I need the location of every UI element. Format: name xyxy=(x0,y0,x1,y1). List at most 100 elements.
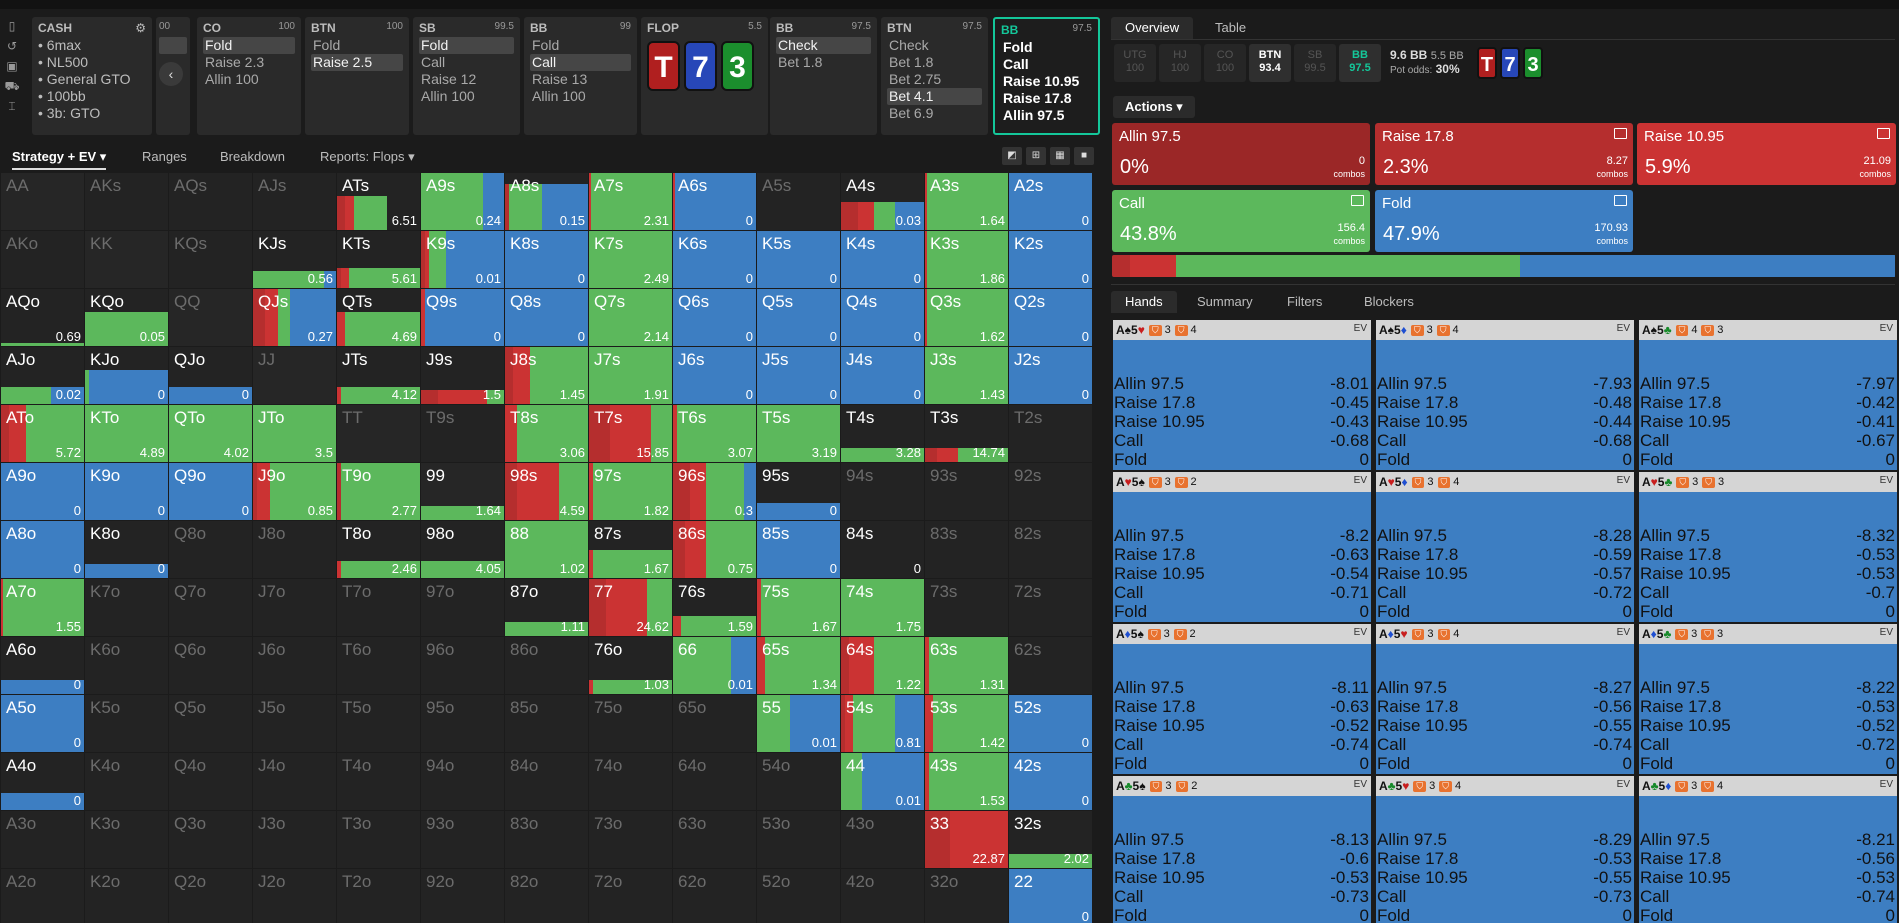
grid-cell[interactable]: A9o 0 xyxy=(1,463,84,520)
action-item[interactable]: Bet 2.75 xyxy=(889,71,942,87)
action-item[interactable]: Raise 2.3 xyxy=(205,54,265,70)
grid-cell[interactable]: Q4s 0 xyxy=(841,289,924,346)
action-item[interactable]: Call xyxy=(1003,56,1029,72)
action-item[interactable]: Raise 2.5 xyxy=(311,54,403,71)
grid-cell[interactable]: A2o xyxy=(1,869,84,923)
grid-cell[interactable]: 85s 0 xyxy=(757,521,840,578)
grid-cell[interactable]: KJo 0 xyxy=(85,347,168,404)
grid-cell[interactable]: J7s 1.91 xyxy=(589,347,672,404)
action-item[interactable]: Bet 4.1 xyxy=(887,88,982,105)
grid-cell[interactable]: 54s 0.81 xyxy=(841,695,924,752)
grid-cell[interactable]: 96o xyxy=(421,637,504,694)
grid-cell[interactable]: J3s 1.43 xyxy=(925,347,1008,404)
grid-cell[interactable]: K8o 0 xyxy=(85,521,168,578)
hand-detail-card[interactable]: A♥5♠ ⛉ 3 ⛉ 2 EV Allin 97.5 -8.2 Raise 17.8 -0.63 R… xyxy=(1113,472,1371,622)
street-action-card[interactable]: BB 99 Fold Call Raise 13 Allin 100 xyxy=(524,17,637,135)
grid-cell[interactable]: 87o 1.11 xyxy=(505,579,588,636)
grid-cell[interactable]: A7s 2.31 xyxy=(589,173,672,230)
grid-cell[interactable]: K4s 0 xyxy=(841,231,924,288)
grid-cell[interactable]: K5s 0 xyxy=(757,231,840,288)
grid-cell[interactable]: 72o xyxy=(589,869,672,923)
street-action-card[interactable]: BB 97.5 Check Bet 1.8 xyxy=(770,17,877,135)
view-mode-button[interactable]: ◩ xyxy=(1002,147,1022,165)
grid-cell[interactable]: Q5s 0 xyxy=(757,289,840,346)
grid-cell[interactable]: 43o xyxy=(841,811,924,868)
grid-cell[interactable]: 32o xyxy=(925,869,1008,923)
tab-reports-flops[interactable]: Reports: Flops ▾ xyxy=(320,149,415,164)
action-item[interactable]: Call xyxy=(421,54,446,70)
grid-cell[interactable]: Q4o xyxy=(169,753,252,810)
grid-cell[interactable]: T9s xyxy=(421,405,504,462)
grid-cell[interactable]: 72s xyxy=(1009,579,1092,636)
grid-cell[interactable]: A9s 0.24 xyxy=(421,173,504,230)
grid-cell[interactable]: QQ xyxy=(169,289,252,346)
grid-cell[interactable]: Q7s 2.14 xyxy=(589,289,672,346)
street-action-card[interactable]: BTN 100 Fold Raise 2.5 xyxy=(305,17,409,135)
grid-cell[interactable]: 92s xyxy=(1009,463,1092,520)
action-item[interactable]: Allin 100 xyxy=(421,88,475,104)
grid-cell[interactable]: J9o 0.85 xyxy=(253,463,336,520)
grid-cell[interactable]: A8s 0.15 xyxy=(505,173,588,230)
action-item[interactable]: Bet 6.9 xyxy=(889,105,934,121)
grid-cell[interactable]: T5s 3.19 xyxy=(757,405,840,462)
hand-detail-card[interactable]: A♠5♥ ⛉ 3 ⛉ 4 EV Allin 97.5 -8.01 Raise 17.8 -0.45… xyxy=(1113,320,1371,470)
action-item[interactable]: Check xyxy=(889,37,929,53)
grid-cell[interactable]: K9o 0 xyxy=(85,463,168,520)
cash-game-card[interactable]: CASH ⚙ • 6max • NL500 • General GTO • 100… xyxy=(32,17,152,135)
grid-cell[interactable]: 22 0 xyxy=(1009,869,1092,923)
grid-cell[interactable]: T6o xyxy=(337,637,420,694)
grid-cell[interactable]: KJs 0.56 xyxy=(253,231,336,288)
grid-cell[interactable]: J6o xyxy=(253,637,336,694)
action-item[interactable]: Fold xyxy=(313,37,341,53)
tab-breakdown[interactable]: Breakdown xyxy=(220,149,286,164)
grid-cell[interactable]: J2s 0 xyxy=(1009,347,1092,404)
car-icon[interactable]: ⛟ xyxy=(4,79,20,93)
grid-cell[interactable]: 97s 1.82 xyxy=(589,463,672,520)
grid-cell[interactable]: QJs 0.27 xyxy=(253,289,336,346)
action-box-fold[interactable]: Fold 47.9% 170.93 combos xyxy=(1375,190,1633,252)
grid-cell[interactable]: 88 1.02 xyxy=(505,521,588,578)
grid-cell[interactable]: K6s 0 xyxy=(673,231,756,288)
grid-cell[interactable]: A4o 0 xyxy=(1,753,84,810)
action-item[interactable]: Raise 10.95 xyxy=(1003,73,1080,89)
hand-detail-card[interactable]: A♠5♣ ⛉ 4 ⛉ 3 EV Allin 97.5 -7.97 Raise 17.8 -0.42… xyxy=(1639,320,1897,470)
grid-cell[interactable]: AA xyxy=(1,173,84,230)
grid-cell[interactable]: 95s 0 xyxy=(757,463,840,520)
grid-cell[interactable]: J9s 1.5 xyxy=(421,347,504,404)
notes-icon[interactable] xyxy=(1877,128,1890,139)
tab-ranges[interactable]: Ranges xyxy=(142,149,187,164)
grid-cell[interactable]: T7s 15.85 xyxy=(589,405,672,462)
grid-cell[interactable]: 82s xyxy=(1009,521,1092,578)
grid-cell[interactable]: T7o xyxy=(337,579,420,636)
grid-cell[interactable]: 66 0.01 xyxy=(673,637,756,694)
grid-cell[interactable]: 85o xyxy=(505,695,588,752)
grid-cell[interactable]: QTo 4.02 xyxy=(169,405,252,462)
action-item[interactable]: Fold xyxy=(532,37,560,53)
tab-filters[interactable]: Filters xyxy=(1287,294,1323,309)
grid-cell[interactable]: 43s 1.53 xyxy=(925,753,1008,810)
view-mode-button[interactable]: ▦ xyxy=(1050,147,1070,165)
grid-cell[interactable]: T4s 3.28 xyxy=(841,405,924,462)
grid-cell[interactable]: 73s xyxy=(925,579,1008,636)
grid-cell[interactable]: A5s xyxy=(757,173,840,230)
grid-cell[interactable]: T3o xyxy=(337,811,420,868)
grid-cell[interactable]: Q8s 0 xyxy=(505,289,588,346)
grid-cell[interactable]: T2o xyxy=(337,869,420,923)
grid-cell[interactable]: K3s 1.86 xyxy=(925,231,1008,288)
grid-cell[interactable]: 73o xyxy=(589,811,672,868)
grid-cell[interactable]: 42o xyxy=(841,869,924,923)
grid-cell[interactable]: J5o xyxy=(253,695,336,752)
grid-cell[interactable]: K4o xyxy=(85,753,168,810)
grid-cell[interactable]: ATs 6.51 xyxy=(337,173,420,230)
grid-cell[interactable]: A7o 1.55 xyxy=(1,579,84,636)
grid-cell[interactable]: A3s 1.64 xyxy=(925,173,1008,230)
grid-cell[interactable]: T5o xyxy=(337,695,420,752)
tab-strategy-ev[interactable]: Strategy + EV ▾ xyxy=(12,146,107,170)
grid-cell[interactable]: AQo 0.69 xyxy=(1,289,84,346)
grid-cell[interactable]: TT xyxy=(337,405,420,462)
gear-icon[interactable]: ⚙ xyxy=(135,21,146,35)
save-icon[interactable]: ▣ xyxy=(6,59,18,73)
grid-cell[interactable]: 77 24.62 xyxy=(589,579,672,636)
grid-cell[interactable]: 52o xyxy=(757,869,840,923)
grid-cell[interactable]: 65o xyxy=(673,695,756,752)
